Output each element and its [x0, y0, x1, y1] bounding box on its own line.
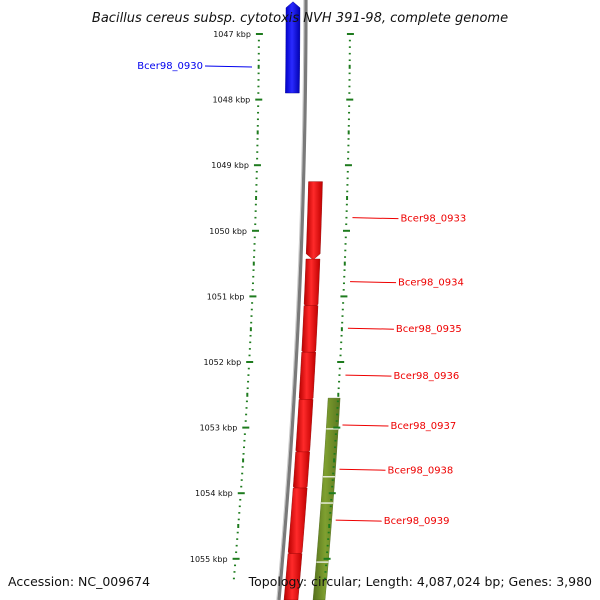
gene-label-leader [335, 519, 382, 522]
gene-label-leader [342, 424, 389, 427]
gene-forward-0[interactable] [285, 1, 301, 94]
scale-tick-label: 1055 kbp [190, 555, 228, 564]
gene-reverse-8[interactable] [283, 553, 303, 600]
scale-tick-label: 1047 kbp [213, 30, 251, 39]
gene-track [283, 1, 323, 600]
scale-tick-label: 1053 kbp [200, 424, 238, 433]
map-title: Bacillus cereus subsp. cytotoxis NVH 391… [92, 11, 508, 26]
gene-reverse-6[interactable] [293, 451, 310, 493]
accession-text: Accession: NC_009674 [8, 574, 150, 589]
gene-label[interactable]: Bcer98_0936 [393, 371, 459, 382]
scale-tick-label: 1048 kbp [213, 96, 251, 105]
scale-tick-label: 1054 kbp [195, 489, 233, 498]
gene-label[interactable]: Bcer98_0934 [398, 278, 464, 289]
gene-labels: Bcer98_0930 Bcer98_0933 Bcer98_0934 Bcer98_… [137, 61, 466, 527]
backbone-edge [276, 0, 305, 600]
backbone-line [277, 0, 308, 600]
gene-label-leader [345, 374, 392, 377]
gene-reverse-3[interactable] [301, 305, 319, 358]
gene-label-leader [352, 217, 399, 220]
rna-feature[interactable] [312, 397, 341, 600]
genome-backbone [276, 0, 308, 600]
gene-reverse-2[interactable] [303, 258, 321, 311]
gene-label[interactable]: Bcer98_0930 [137, 61, 203, 72]
gene-reverse-1[interactable] [305, 181, 323, 261]
rna-track [312, 397, 341, 600]
gene-reverse-7[interactable] [287, 487, 308, 559]
gene-label[interactable]: Bcer98_0933 [400, 214, 466, 225]
scale-tick-label: 1052 kbp [203, 358, 241, 367]
genome-info-text: Topology: circular; Length: 4,087,024 bp… [248, 574, 592, 589]
gene-label-leader [339, 468, 386, 471]
gene-reverse-5[interactable] [295, 399, 314, 457]
gene-label-leader [204, 65, 253, 68]
gene-label[interactable]: Bcer98_0938 [387, 465, 453, 476]
gene-label-leader [347, 327, 394, 330]
scale-tick-label: 1050 kbp [209, 227, 247, 236]
scale-tick-label: 1051 kbp [207, 292, 245, 301]
gene-label-leader [350, 281, 397, 284]
gene-label[interactable]: Bcer98_0937 [390, 421, 456, 432]
gene-reverse-4[interactable] [298, 351, 316, 405]
scale-tick-label: 1049 kbp [211, 161, 249, 170]
gene-label[interactable]: Bcer98_0935 [396, 324, 462, 335]
scale-ticks: 1047 kbp 1048 kbp 1049 kbp 1050 kbp 1051 kbp… [190, 30, 354, 580]
gene-label[interactable]: Bcer98_0939 [384, 516, 450, 527]
